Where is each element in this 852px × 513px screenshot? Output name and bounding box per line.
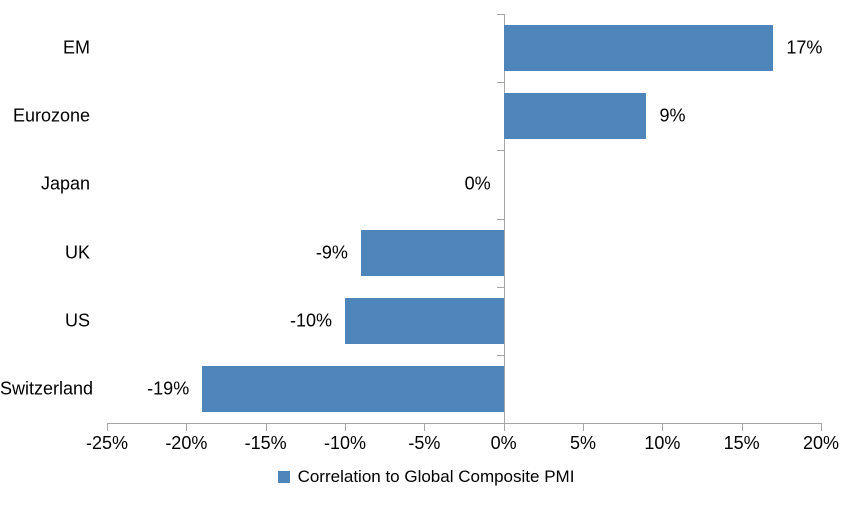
y-axis-tick — [496, 82, 504, 84]
x-tick-label: -5% — [408, 433, 441, 453]
y-axis-tick — [496, 150, 504, 152]
bar — [503, 93, 647, 140]
x-tick-label: -25% — [85, 433, 129, 453]
bar — [345, 297, 504, 344]
y-axis-tick — [496, 218, 504, 220]
category-label: Switzerland — [0, 378, 94, 399]
data-label: -19% — [147, 378, 190, 399]
x-axis-line — [107, 423, 821, 424]
x-axis-tick — [424, 423, 426, 431]
x-axis-tick — [186, 423, 188, 431]
x-tick-label: 15% — [723, 433, 760, 453]
x-axis-tick — [107, 423, 108, 431]
x-tick-label: -20% — [165, 433, 208, 453]
bar — [202, 365, 504, 412]
category-label: Eurozone — [12, 105, 90, 126]
data-label: -9% — [315, 242, 348, 263]
bar — [360, 229, 504, 276]
data-label: 17% — [786, 37, 823, 58]
x-axis-tick — [583, 423, 584, 431]
category-label: Japan — [40, 173, 90, 194]
y-axis-tick — [496, 286, 504, 288]
data-label: -10% — [289, 310, 332, 331]
y-axis-line — [503, 14, 505, 431]
x-axis-tick — [821, 423, 822, 431]
x-axis-tick — [741, 423, 743, 431]
category-label: US — [64, 310, 90, 331]
category-label: EM — [63, 37, 90, 58]
x-axis-tick — [345, 423, 346, 431]
legend-label: Correlation to Global Composite PMI — [297, 467, 575, 486]
legend: Correlation to Global Composite PMI — [0, 467, 852, 487]
x-tick-label: -15% — [244, 433, 287, 453]
y-axis-tick — [496, 14, 504, 15]
y-axis-tick — [496, 423, 504, 424]
y-axis-tick — [496, 354, 504, 356]
x-axis-tick — [265, 423, 267, 431]
x-tick-label: 10% — [644, 433, 681, 453]
bar — [503, 25, 774, 72]
x-tick-label: 0% — [490, 433, 517, 453]
x-axis-tick — [662, 423, 664, 431]
data-label: 0% — [464, 173, 491, 194]
legend-swatch — [277, 471, 290, 483]
data-label: 9% — [659, 105, 686, 126]
x-tick-label: 20% — [802, 433, 840, 453]
x-tick-label: 5% — [569, 433, 597, 453]
category-label: UK — [64, 242, 90, 263]
x-tick-label: -10% — [323, 433, 367, 453]
